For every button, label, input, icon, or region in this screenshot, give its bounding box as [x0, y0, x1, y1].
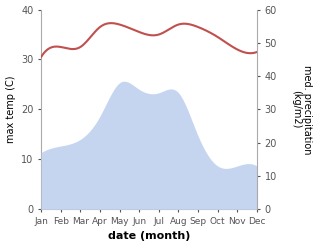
Y-axis label: max temp (C): max temp (C) — [5, 76, 16, 143]
Y-axis label: med. precipitation
(kg/m2): med. precipitation (kg/m2) — [291, 65, 313, 154]
X-axis label: date (month): date (month) — [108, 231, 190, 242]
